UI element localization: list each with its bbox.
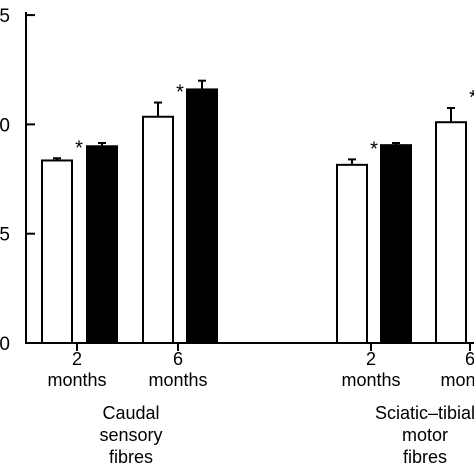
group-label: motor [402,425,448,445]
bar [435,121,467,344]
group-label: fibres [403,447,447,467]
category-label: months [148,370,207,390]
category-label: 6 [173,349,183,369]
bar [186,88,218,345]
bar [86,145,118,344]
y-tick-label: 5 [0,6,10,27]
category-labels: *2months*6monthsCaudalsensoryfibres*2mon… [47,82,474,467]
category-label: months [47,370,106,390]
bar [142,115,174,345]
category-label: 2 [366,349,376,369]
bar [336,163,368,344]
category-label: 6 [465,349,474,369]
significance-marker: * [370,138,378,160]
bars [41,79,467,345]
bar [380,144,412,344]
group-label: Sciatic–tibial [375,403,474,423]
group-label: sensory [99,425,162,445]
significance-marker: * [469,87,474,109]
category-label: months [341,370,400,390]
group-label: fibres [109,447,153,467]
category-label: months [440,370,474,390]
y-tick-label: 0 [0,115,10,136]
significance-marker: * [75,137,83,159]
y-tick-label: 0 [0,334,10,355]
y-tick-label: 5 [0,225,10,246]
y-ticks: 0 5 0 5 [0,6,471,355]
bar [41,159,73,344]
category-label: 2 [72,349,82,369]
group-label: Caudal [102,403,159,423]
significance-marker: * [176,82,184,104]
